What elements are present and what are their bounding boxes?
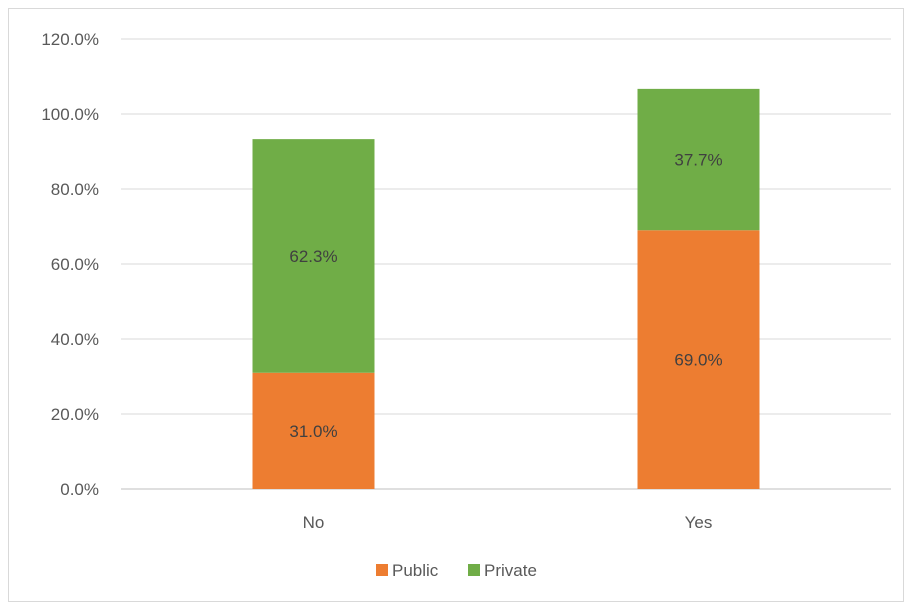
x-axis: No Yes [303,513,713,532]
y-tick-label: 40.0% [51,330,99,349]
legend: Public Private [376,561,537,580]
x-tick-label: No [303,513,325,532]
data-label: 62.3% [289,247,337,266]
data-label: 69.0% [674,351,722,370]
y-tick-label: 0.0% [60,480,99,499]
y-axis: 0.0% 20.0% 40.0% 60.0% 80.0% 100.0% 120.0% [41,30,99,499]
data-label: 37.7% [674,151,722,170]
y-tick-label: 60.0% [51,255,99,274]
legend-swatch-public [376,564,388,576]
bars: 31.0% 62.3% 69.0% 37.7% [252,88,760,489]
legend-swatch-private [468,564,480,576]
legend-label-private: Private [484,561,537,580]
y-tick-label: 120.0% [41,30,99,49]
bar-private-no [252,139,375,373]
bar-public-no [252,372,375,489]
y-tick-label: 100.0% [41,105,99,124]
bar-public-yes [637,230,760,489]
data-label: 31.0% [289,422,337,441]
y-tick-label: 80.0% [51,180,99,199]
gridlines [121,38,891,490]
bar-private-yes [637,88,760,231]
legend-label-public: Public [392,561,439,580]
y-tick-label: 20.0% [51,405,99,424]
x-tick-label: Yes [685,513,713,532]
